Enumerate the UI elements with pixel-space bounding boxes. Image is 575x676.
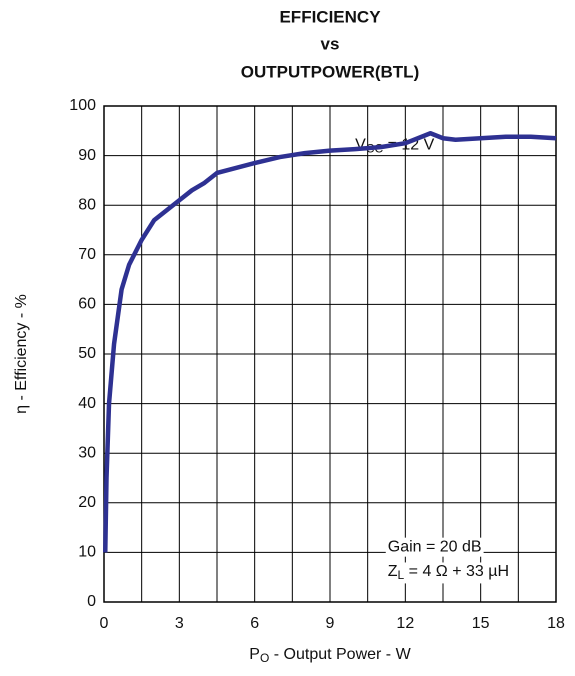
y-tick-label: 70 [78, 246, 96, 263]
annotation-bg [385, 537, 484, 557]
x-axis-label: PO - Output Power - W [249, 646, 411, 665]
y-tick-label: 60 [78, 296, 96, 313]
x-tick-label: 3 [175, 615, 184, 632]
y-axis-label: η - Efficiency - % [13, 294, 30, 414]
y-tick-label: 100 [69, 97, 96, 114]
x-tick-label: 12 [396, 615, 414, 632]
x-tick-label: 18 [547, 615, 565, 632]
line [103, 131, 557, 553]
y-tick-label: 30 [78, 444, 96, 461]
annotation-rest: = 4 Ω + 33 µH [404, 563, 509, 580]
chart-title: OUTPUTPOWER(BTL) [241, 62, 419, 81]
annotation-rest: = 12 V [383, 137, 434, 154]
plot-frame [103, 105, 557, 603]
x-label-base: P [249, 646, 260, 663]
annotation-base: V [355, 137, 366, 154]
chart-title: EFFICIENCY [279, 7, 381, 26]
annotation-base: Z [388, 563, 398, 580]
y-tick-label: 90 [78, 147, 96, 164]
annotation: Gain = 20 dB [388, 539, 482, 556]
chart-title: vs [321, 34, 340, 53]
y-tick-label: 40 [78, 395, 96, 412]
x-tick-label: 15 [472, 615, 490, 632]
annotation: ZL = 4 Ω + 33 µH [388, 563, 509, 582]
x-label-rest: - Output Power - W [269, 646, 411, 663]
annotation-sub: L [398, 568, 405, 582]
y-tick-label: 80 [78, 196, 96, 213]
y-tick-label: 50 [78, 345, 96, 362]
x-tick-label: 6 [250, 615, 259, 632]
annotation-base: Gain = 20 dB [388, 539, 482, 556]
y-tick-label: 20 [78, 494, 96, 511]
x-tick-label: 9 [326, 615, 335, 632]
y-tick-label: 0 [87, 593, 96, 610]
x-label-sub: O [260, 651, 269, 665]
x-tick-label: 0 [100, 615, 109, 632]
annotation-bg [385, 562, 512, 584]
y-tick-label: 10 [78, 544, 96, 561]
